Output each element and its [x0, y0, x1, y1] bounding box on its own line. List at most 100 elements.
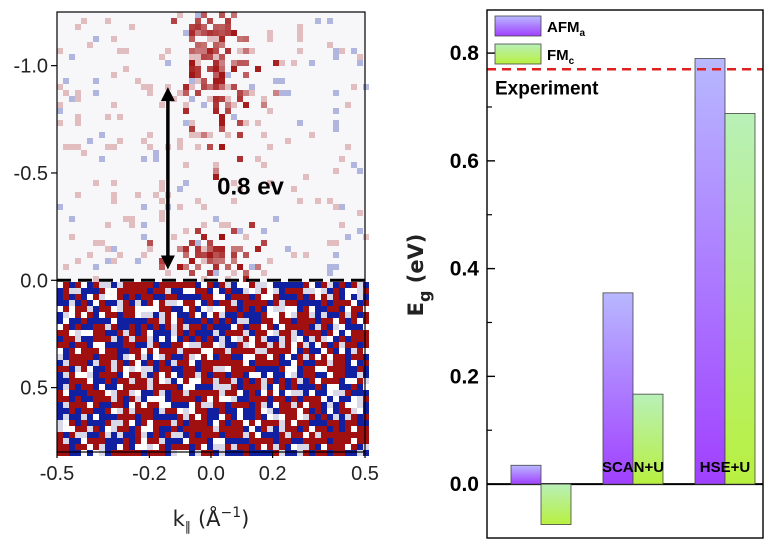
heatmap-cell: [123, 318, 129, 324]
heatmap-cell: [309, 132, 315, 138]
heatmap-cell: [201, 330, 207, 336]
heatmap-cell: [147, 282, 153, 288]
heatmap-cell: [309, 330, 315, 336]
heatmap-cell: [195, 348, 201, 354]
heatmap-cell: [363, 414, 369, 420]
heatmap-cell: [75, 336, 81, 342]
heatmap-cell: [231, 360, 237, 366]
heatmap-cell: [363, 378, 369, 384]
heatmap-cell: [303, 312, 309, 318]
heatmap-cell: [99, 360, 105, 366]
heatmap-cell: [57, 300, 63, 306]
heatmap-cell: [99, 372, 105, 378]
heatmap-cell: [159, 360, 165, 366]
heatmap-cell: [111, 336, 117, 342]
heatmap-cell: [81, 360, 87, 366]
heatmap-cell: [309, 414, 315, 420]
heatmap-cell: [237, 378, 243, 384]
heatmap-cell: [117, 414, 123, 420]
heatmap-cell: [147, 288, 153, 294]
heatmap-cell: [219, 372, 225, 378]
y-tick-label: 0.5: [20, 378, 48, 400]
heatmap-cell: [171, 408, 177, 414]
heatmap-cell: [297, 282, 303, 288]
heatmap-cell: [177, 186, 183, 192]
heatmap-cell: [315, 420, 321, 426]
heatmap-cell: [105, 354, 111, 360]
heatmap-cell: [207, 426, 213, 432]
heatmap-cell: [171, 342, 177, 348]
heatmap-cell: [237, 372, 243, 378]
heatmap-cell: [225, 264, 231, 270]
heatmap-cell: [333, 54, 339, 60]
heatmap-cell: [153, 294, 159, 300]
heatmap-cell: [81, 294, 87, 300]
heatmap-cell: [159, 396, 165, 402]
heatmap-cell: [327, 312, 333, 318]
heatmap-cell: [87, 252, 93, 258]
heatmap-cell: [57, 120, 63, 126]
heatmap-cell: [69, 96, 75, 102]
heatmap-cell: [249, 288, 255, 294]
heatmap-cell: [213, 438, 219, 444]
heatmap-cell: [57, 390, 63, 396]
heatmap-cell: [189, 444, 195, 450]
heatmap-cell: [339, 354, 345, 360]
heatmap-cell: [57, 396, 63, 402]
heatmap-cell: [357, 426, 363, 432]
heatmap-cell: [195, 420, 201, 426]
heatmap-cell: [279, 396, 285, 402]
bar-y-tick-label: 0.8: [450, 42, 480, 65]
heatmap-cell: [195, 438, 201, 444]
heatmap-cell: [363, 372, 369, 378]
heatmap-cell: [363, 444, 369, 450]
heatmap-cell: [195, 306, 201, 312]
heatmap-cell: [237, 156, 243, 162]
heatmap-cell: [267, 342, 273, 348]
heatmap-cell: [123, 378, 129, 384]
heatmap-cell: [273, 78, 279, 84]
heatmap-cell: [189, 288, 195, 294]
heatmap-cell: [147, 366, 153, 372]
heatmap-cell: [129, 342, 135, 348]
heatmap-cell: [81, 414, 87, 420]
heatmap-cell: [351, 402, 357, 408]
heatmap-cells: [57, 12, 369, 456]
heatmap-cell: [333, 438, 339, 444]
heatmap-cell: [69, 300, 75, 306]
heatmap-cell: [249, 438, 255, 444]
x-tick-label: 0.2: [259, 463, 287, 485]
heatmap-cell: [273, 318, 279, 324]
heatmap-cell: [279, 384, 285, 390]
heatmap-cell: [147, 378, 153, 384]
heatmap-cell: [243, 48, 249, 54]
heatmap-cell: [363, 234, 369, 240]
heatmap-cell: [327, 360, 333, 366]
heatmap-cell: [285, 426, 291, 432]
heatmap-cell: [339, 336, 345, 342]
heatmap-cell: [207, 246, 213, 252]
heatmap-cell: [189, 66, 195, 72]
heatmap-cell: [171, 396, 177, 402]
heatmap-cell: [261, 162, 267, 168]
heatmap-cell: [111, 102, 117, 108]
heatmap-cell: [345, 306, 351, 312]
heatmap-cell: [291, 414, 297, 420]
heatmap-cell: [297, 396, 303, 402]
heatmap-cell: [105, 114, 111, 120]
heatmap-cell: [207, 444, 213, 450]
heatmap-cell: [159, 426, 165, 432]
heatmap-cell: [195, 78, 201, 84]
heatmap-cell: [189, 408, 195, 414]
heatmap-cell: [357, 444, 363, 450]
bar-y-ticks: 0.00.20.40.60.8: [450, 42, 495, 496]
heatmap-cell: [105, 396, 111, 402]
heatmap-cell: [129, 378, 135, 384]
heatmap-cell: [225, 438, 231, 444]
heatmap-cell: [177, 336, 183, 342]
heatmap-cell: [333, 108, 339, 114]
heatmap-cell: [195, 42, 201, 48]
heatmap-cell: [321, 348, 327, 354]
heatmap-cell: [315, 342, 321, 348]
heatmap-cell: [219, 384, 225, 390]
